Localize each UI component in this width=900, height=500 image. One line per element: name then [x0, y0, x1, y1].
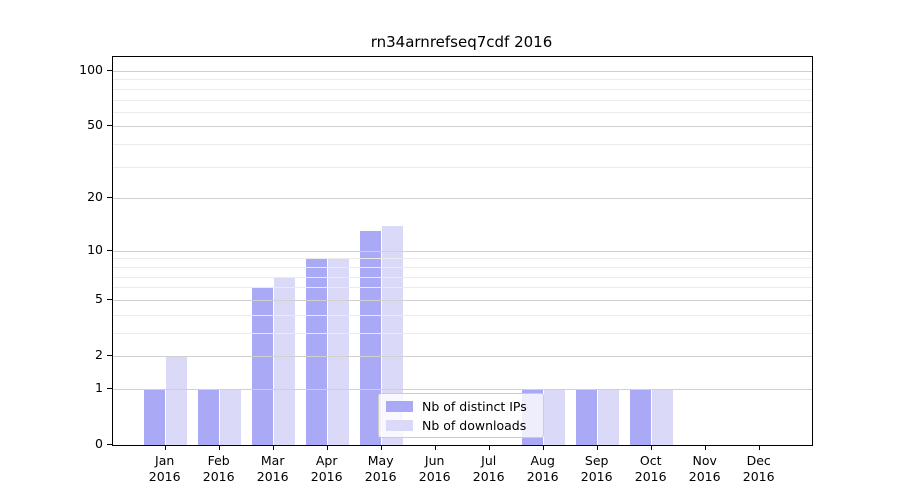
y-tick-label: 50 [87, 117, 103, 133]
major-gridline [113, 299, 812, 301]
major-gridline [113, 388, 812, 390]
x-tick-mark [650, 445, 652, 450]
x-tick-mark [542, 445, 544, 450]
minor-gridline [113, 266, 812, 268]
x-tick-mark [758, 445, 760, 450]
major-gridline [113, 71, 812, 72]
legend-entry-distinct-ips: Nb of distinct IPs [386, 399, 536, 414]
bar-distinct-ips-feb [198, 388, 220, 445]
x-tick-label-jul: Jul 2016 [472, 453, 505, 484]
x-tick-label-dec: Dec 2016 [742, 453, 775, 484]
minor-gridline [113, 99, 812, 101]
legend-swatch-downloads-icon [386, 419, 413, 431]
y-tick-label: 0 [95, 436, 103, 451]
bar-downloads-mar [274, 276, 296, 445]
legend-label-distinct-ips: Nb of distinct IPs [422, 398, 527, 414]
bar-downloads-may [382, 225, 404, 445]
x-tick-label-jan: Jan 2016 [148, 453, 181, 484]
plot-area [112, 56, 813, 446]
minor-gridline [113, 88, 812, 90]
major-gridline [113, 126, 812, 128]
bar-distinct-ips-jan [144, 388, 166, 445]
y-tick-mark [107, 70, 112, 71]
x-tick-label-feb: Feb 2016 [202, 453, 235, 484]
minor-gridline [113, 332, 812, 334]
x-tick-mark [434, 445, 436, 450]
minor-gridline [113, 258, 812, 260]
x-tick-mark [704, 445, 706, 450]
x-tick-label-oct: Oct 2016 [634, 453, 667, 484]
bar-distinct-ips-sep [576, 388, 598, 445]
minor-gridline [113, 287, 812, 289]
y-tick-mark [107, 387, 112, 389]
y-tick-label: 20 [87, 189, 103, 205]
major-gridline [113, 356, 812, 357]
x-tick-label-jun: Jun 2016 [418, 453, 451, 484]
bar-downloads-feb [220, 388, 242, 445]
bar-distinct-ips-mar [252, 287, 274, 445]
bar-distinct-ips-may [360, 231, 382, 445]
major-gridline [113, 250, 812, 252]
x-tick-mark [488, 445, 490, 450]
x-tick-mark [272, 445, 274, 450]
x-tick-mark [326, 445, 328, 450]
legend: Nb of distinct IPs Nb of downloads [378, 393, 544, 438]
x-tick-label-mar: Mar 2016 [256, 453, 289, 484]
minor-gridline [113, 79, 812, 81]
y-tick-label: 1 [95, 379, 103, 395]
minor-gridline [113, 314, 812, 316]
y-tick-mark [107, 125, 112, 127]
y-tick-label: 5 [95, 290, 103, 306]
chart-title: rn34arnrefseq7cdf 2016 [370, 33, 553, 51]
bar-downloads-sep [598, 388, 620, 445]
bar-downloads-apr [328, 258, 350, 445]
bar-downloads-jan [166, 356, 188, 445]
y-tick-label: 2 [95, 347, 103, 362]
y-tick-mark [107, 298, 112, 300]
minor-gridline [113, 144, 812, 146]
y-tick-mark [107, 197, 112, 199]
major-gridline [113, 198, 812, 200]
y-tick-label: 100 [79, 62, 103, 77]
x-tick-label-may: May 2016 [364, 453, 397, 484]
x-tick-mark [596, 445, 598, 450]
legend-swatch-distinct-ips-icon [386, 400, 413, 412]
minor-gridline [113, 111, 812, 113]
legend-entry-downloads: Nb of downloads [386, 418, 536, 433]
y-tick-label: 10 [87, 241, 103, 257]
y-tick-mark [107, 249, 112, 251]
y-tick-mark [107, 355, 112, 356]
bar-downloads-aug [544, 388, 566, 445]
x-tick-label-apr: Apr 2016 [310, 453, 343, 484]
bar-downloads-oct [652, 388, 674, 445]
legend-label-downloads: Nb of downloads [422, 417, 527, 433]
x-tick-label-nov: Nov 2016 [688, 453, 721, 484]
minor-gridline [113, 166, 812, 168]
y-tick-mark [107, 444, 112, 445]
x-tick-mark [380, 445, 382, 450]
x-tick-mark [164, 445, 166, 450]
minor-gridline [113, 276, 812, 278]
x-tick-label-aug: Aug 2016 [526, 453, 559, 484]
bar-distinct-ips-apr [306, 258, 328, 445]
bar-distinct-ips-oct [630, 388, 652, 445]
x-tick-label-sep: Sep 2016 [580, 453, 613, 484]
x-tick-mark [218, 445, 220, 450]
